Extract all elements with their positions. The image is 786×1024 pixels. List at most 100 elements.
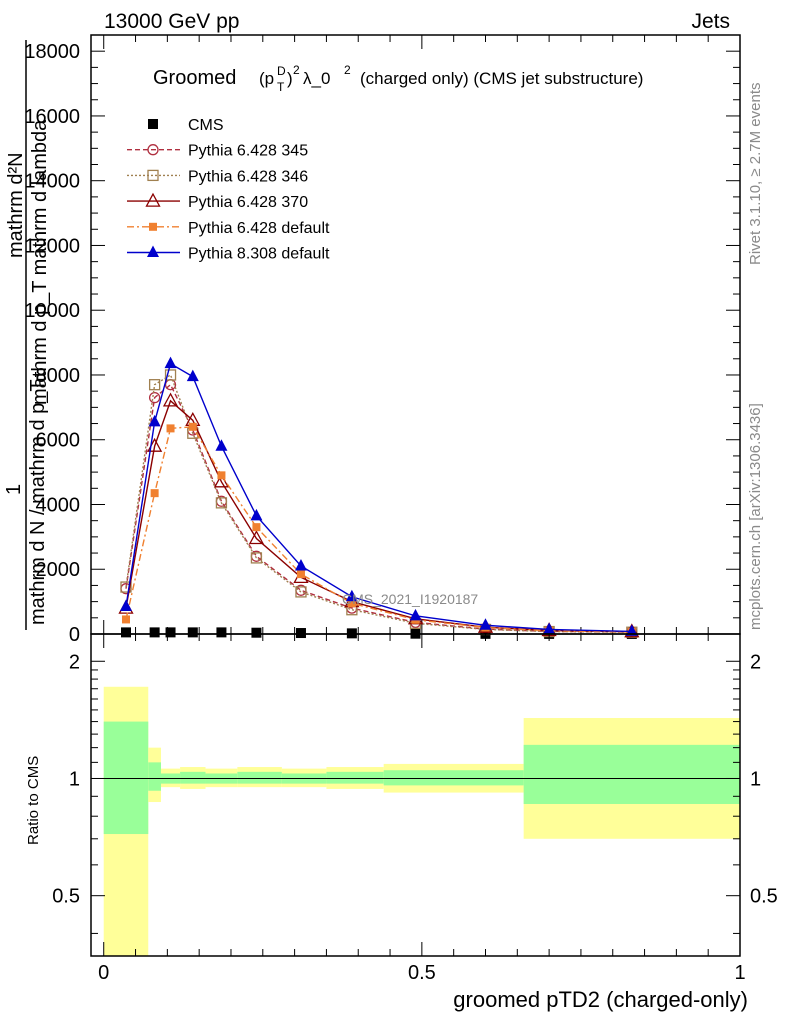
band-inner	[237, 771, 282, 784]
series-py8def	[119, 356, 638, 636]
main-ytick-label: 12000	[24, 235, 80, 257]
legend-item-cms: CMS	[148, 117, 224, 134]
point-py6def	[166, 424, 175, 433]
main-ytick-label: 18000	[24, 41, 80, 63]
main-ytick-label: 16000	[24, 106, 80, 128]
xtick-label: 0.5	[408, 962, 436, 984]
main-ytick-label: 8000	[36, 365, 81, 387]
band-inner	[523, 744, 740, 804]
ratio-bands-group	[91, 686, 740, 956]
point-py8def	[294, 559, 307, 571]
point-py8def	[148, 414, 161, 427]
title-exp2b: 2	[344, 63, 351, 77]
point-py370	[248, 530, 265, 545]
legend-marker	[145, 192, 161, 207]
point-py8def	[479, 618, 492, 630]
xtick-label: 1	[734, 962, 745, 984]
watermark: CMS_2021_I1920187	[342, 591, 478, 607]
x-axis-label: groomed pTD2 (charged-only)	[453, 987, 748, 1012]
point-py8def	[409, 608, 422, 621]
point-py346	[120, 581, 132, 593]
main-series-group	[118, 356, 640, 639]
main-ytick-label: 4000	[36, 494, 81, 516]
title-prefix: Groomed	[153, 67, 236, 89]
point-py346	[295, 586, 307, 598]
legend-item-py8def: Pythia 8.308 default	[127, 245, 330, 263]
legend-marker	[147, 144, 159, 156]
point-py370	[162, 392, 179, 407]
legend-marker	[147, 169, 159, 182]
point-cms	[187, 627, 198, 638]
title-sub-t: T	[277, 80, 285, 94]
ratio-ytick-label: 1	[69, 768, 80, 790]
band-inner	[180, 771, 206, 784]
title-lambda: λ_0	[303, 69, 330, 88]
point-cms	[165, 627, 176, 638]
title-close: )	[287, 69, 293, 88]
series-line-py8def	[125, 362, 632, 633]
point-py8def	[164, 356, 177, 369]
point-py345	[148, 391, 161, 404]
point-py8def	[119, 599, 132, 611]
band-inner	[383, 770, 524, 786]
legend-label: Pythia 6.428 default	[188, 220, 330, 237]
point-py6def	[150, 489, 159, 498]
ratio-ytick-label: 2	[69, 651, 80, 673]
legend-label: Pythia 6.428 346	[188, 168, 308, 185]
legend-marker	[147, 245, 159, 257]
point-py8def	[186, 369, 199, 382]
point-cms	[120, 627, 131, 638]
point-py8def	[215, 439, 228, 451]
point-cms	[149, 627, 160, 638]
band-inner	[103, 721, 149, 835]
legend-item-py6def: Pythia 6.428 default	[127, 220, 330, 237]
main-ytick-label: 6000	[36, 430, 81, 452]
ylabel-denominator: mathrm d N / mathrm d p_T	[27, 379, 49, 625]
main-ytick-label: 10000	[24, 300, 80, 322]
ylabel-numerator: mathrm d²N	[5, 152, 27, 258]
point-py6def	[252, 523, 261, 532]
ratio-ytick-label-right: 0.5	[750, 886, 778, 908]
main-y-ticks: 0 2000 4000 6000 8000 10000 12000 14000 16000 180…	[24, 35, 741, 646]
legend-item-py370: Pythia 6.428 370	[127, 192, 308, 211]
xtick-label: 0	[98, 962, 109, 984]
ratio-ticks: 0.5 0.5 1 1 2 2 0 0.5 1	[52, 634, 778, 984]
legend-label: Pythia 8.308 default	[188, 246, 330, 263]
point-py6def	[296, 570, 305, 579]
point-py346	[164, 369, 177, 381]
point-cms	[251, 627, 262, 638]
point-py6def	[121, 615, 130, 624]
title-sup-d: D	[277, 64, 286, 78]
series-line-py346	[125, 373, 632, 633]
band-inner	[148, 762, 161, 791]
legend-item-py345: Pythia 6.428 345	[127, 143, 308, 160]
point-py8def	[625, 624, 638, 636]
point-py346	[148, 379, 161, 391]
legend-label: Pythia 6.428 345	[188, 143, 308, 160]
main-ytick-label: 0	[69, 624, 80, 646]
legend-marker	[148, 119, 158, 129]
legend-label: Pythia 6.428 370	[188, 194, 308, 211]
svg-text:Groomed: Groomed	[153, 67, 236, 89]
point-cms	[295, 628, 306, 639]
rivet-label: Rivet 3.1.10, ≥ 2.7M events	[747, 83, 764, 266]
plot-title: Groomed (p D T ) 2 λ_0 2 (charged only) …	[153, 63, 643, 94]
legend-item-py346: Pythia 6.428 346	[127, 168, 308, 185]
main-ytick-label: 14000	[24, 171, 80, 193]
ratio-ytick-label-right: 2	[750, 651, 761, 673]
ratio-ytick-label-right: 1	[750, 768, 761, 790]
series-line-py345	[125, 383, 632, 633]
point-py6def	[347, 599, 356, 608]
legend-marker	[149, 222, 157, 231]
title-p: (p	[259, 69, 274, 88]
point-py8def	[543, 622, 556, 634]
legend-label: CMS	[188, 117, 224, 134]
point-py8def	[345, 589, 358, 602]
point-py346	[250, 552, 263, 564]
ratio-ylabel: Ratio to CMS	[25, 756, 42, 845]
title-exp2: 2	[293, 63, 300, 77]
ylabel-numerator-line2: mathrm d p_T mathrm d lambda	[29, 119, 51, 405]
ratio-ytick-label: 0.5	[52, 886, 80, 908]
point-py8def	[250, 508, 263, 521]
